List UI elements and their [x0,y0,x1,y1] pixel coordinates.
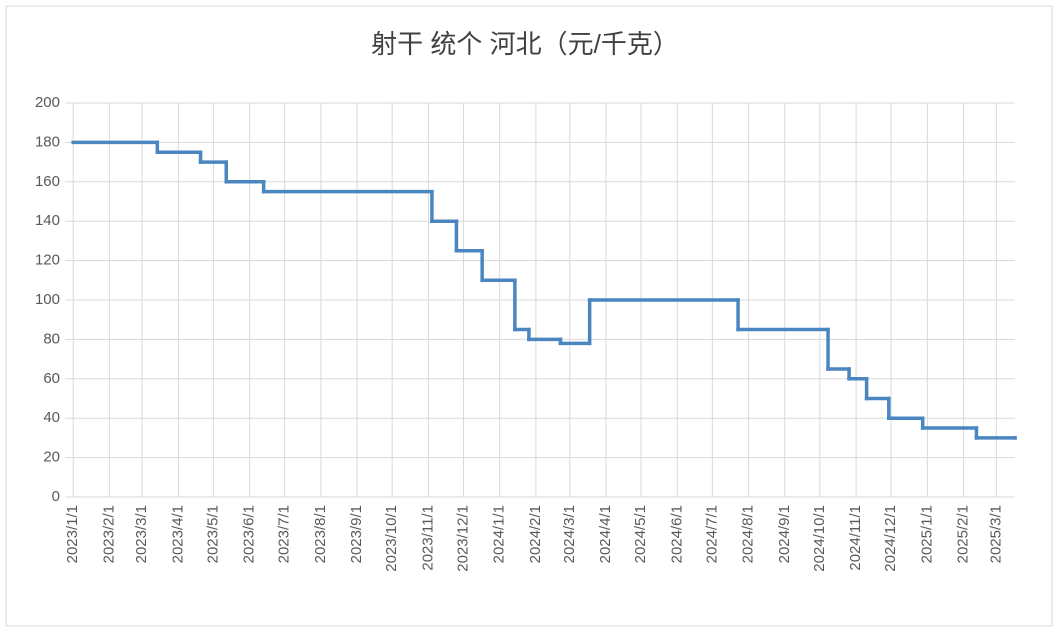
x-tick-label: 2024/12/1 [882,505,899,572]
y-tick-label: 80 [43,330,60,347]
x-tick-label: 2024/9/1 [776,505,793,563]
x-tick-label: 2024/8/1 [740,505,757,563]
chart-frame [5,5,1053,627]
y-tick-label: 20 [43,449,60,466]
x-tick-label: 2024/2/1 [527,505,544,563]
y-tick-label: 120 [35,252,60,269]
x-tick-label: 2023/12/1 [454,505,471,572]
x-tick-label: 2025/1/1 [918,505,935,563]
x-tick-label: 2024/6/1 [668,505,685,563]
x-tick-label: 2023/4/1 [169,505,186,563]
x-tick-label: 2023/8/1 [312,505,329,563]
x-tick-label: 2023/10/1 [383,505,400,572]
chart-title: 射干 统个 河北（元/千克） [371,29,679,59]
x-tick-label: 2024/4/1 [597,505,614,563]
y-tick-label: 180 [35,133,60,150]
x-tick-label: 2023/6/1 [241,505,258,563]
y-tick-label: 0 [52,488,60,505]
x-tick-label: 2023/11/1 [419,505,436,571]
y-tick-label: 60 [43,370,60,387]
x-tick-label: 2024/11/1 [847,505,864,571]
x-tick-label: 2023/9/1 [348,505,365,563]
y-tick-label: 140 [35,212,60,229]
x-tick-label: 2023/1/1 [64,505,81,563]
y-tick-label: 100 [35,291,60,308]
x-tick-label: 2023/2/1 [100,505,117,563]
y-tick-label: 160 [35,173,60,190]
x-tick-label: 2024/3/1 [561,505,578,563]
x-tick-label: 2025/2/1 [955,505,972,563]
x-tick-label: 2024/10/1 [811,505,828,572]
x-tick-label: 2024/7/1 [703,505,720,563]
x-tick-label: 2024/5/1 [632,505,649,563]
x-tick-label: 2023/3/1 [133,505,150,563]
x-tick-label: 2023/7/1 [276,505,293,563]
y-tick-label: 40 [43,409,60,426]
y-tick-label: 200 [35,94,60,111]
x-tick-label: 2023/5/1 [204,505,221,563]
x-tick-label: 2024/1/1 [491,505,508,563]
x-tick-label: 2025/3/1 [987,505,1004,563]
